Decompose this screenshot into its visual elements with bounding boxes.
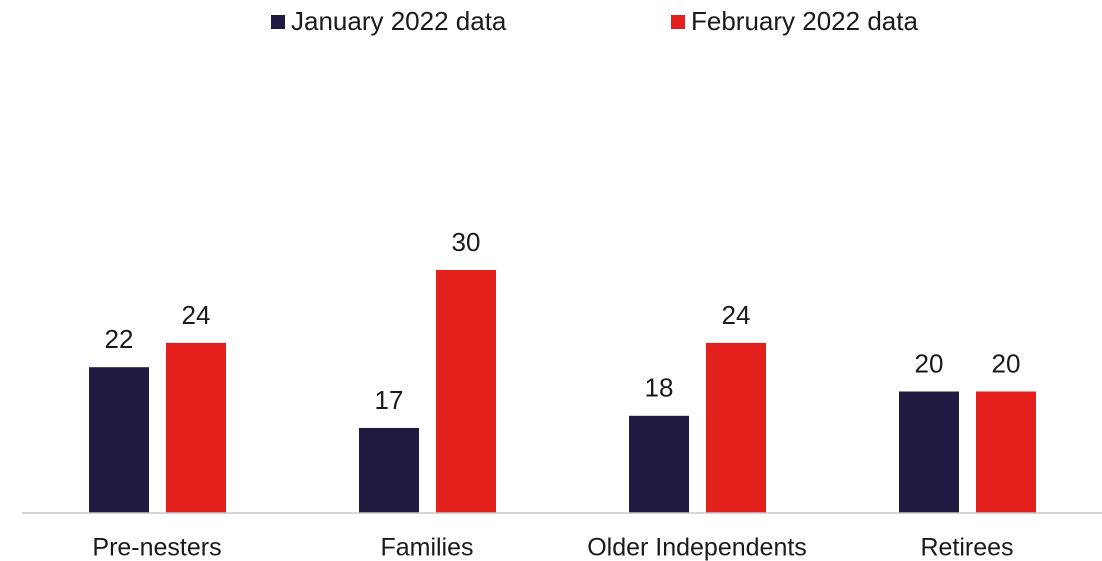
- value-label: 30: [452, 227, 481, 257]
- x-tick-label: Older Independents: [587, 534, 807, 561]
- value-label: 24: [182, 300, 211, 330]
- bar: [899, 391, 959, 513]
- bar: [706, 342, 766, 513]
- x-tick-label: Families: [380, 534, 473, 561]
- bar: [436, 270, 496, 513]
- value-label: 24: [722, 300, 751, 330]
- bar: [359, 427, 419, 513]
- x-tick-label: Retirees: [920, 534, 1013, 561]
- legend-label: February 2022 data: [691, 6, 918, 36]
- value-label: 22: [105, 324, 134, 354]
- value-label: 20: [915, 348, 944, 378]
- bar: [89, 367, 149, 513]
- legend-swatch: [671, 15, 685, 29]
- value-label: 20: [992, 348, 1021, 378]
- value-label: 17: [375, 385, 404, 415]
- legend-label: January 2022 data: [291, 6, 507, 36]
- bar: [629, 415, 689, 513]
- legend-swatch: [271, 15, 285, 29]
- x-tick-label: Pre-nesters: [92, 534, 221, 561]
- bar: [166, 342, 226, 513]
- value-label: 18: [645, 373, 674, 403]
- bar: [976, 391, 1036, 513]
